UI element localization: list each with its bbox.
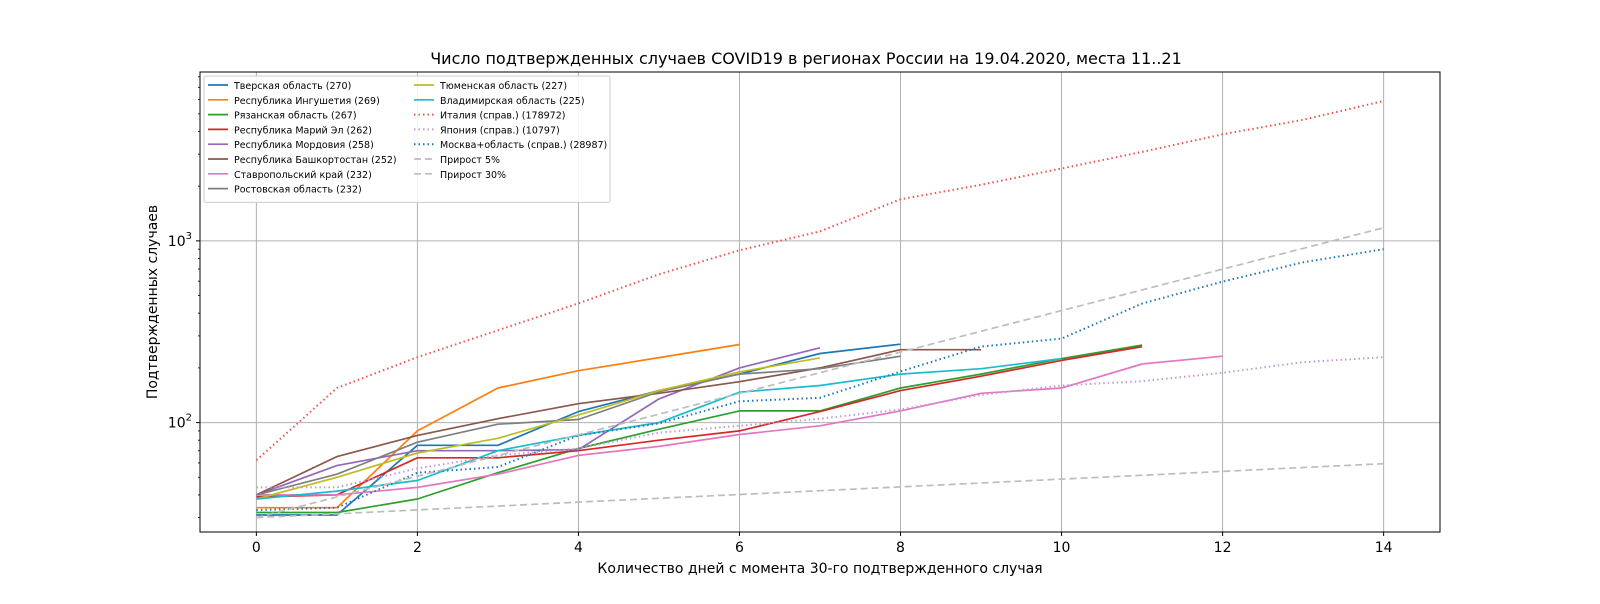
legend-label: Владимирская область (225) (440, 96, 585, 107)
series-line-7 (256, 355, 901, 496)
y-tick-label: 103 (168, 231, 192, 250)
series-line-10 (255, 100, 1384, 462)
y-axis-ticks: 102 103 (168, 76, 200, 519)
y-axis-label: Подтвержденных случаев (145, 205, 161, 399)
legend-label: Ростовская область (232) (234, 185, 362, 196)
legend-label: Москва+область (справ.) (28987) (440, 140, 607, 151)
x-tick-label: 4 (574, 540, 583, 556)
series-lines (255, 100, 1384, 519)
legend: Тверская область (270) Республика Ингушет… (203, 75, 611, 203)
y-tick-label: 102 (168, 413, 192, 432)
legend-label: Япония (справ.) (10797) (440, 125, 560, 136)
series-line-9 (256, 357, 1062, 500)
legend-label: Рязанская область (267) (234, 111, 357, 122)
series-line-6 (256, 355, 1223, 496)
legend-label: Республика Мордовия (258) (234, 140, 374, 151)
x-tick-label: 14 (1375, 540, 1393, 556)
x-tick-label: 10 (1053, 540, 1071, 556)
legend-label: Республика Марий Эл (262) (234, 125, 372, 136)
series-line-12 (256, 248, 1384, 512)
series-line-8 (256, 357, 821, 500)
x-tick-label: 12 (1214, 540, 1232, 556)
chart-title: Число подтвержденных случаев COVID19 в р… (430, 49, 1182, 68)
x-tick-label: 2 (413, 540, 422, 556)
legend-label: Республика Башкортостан (252) (234, 155, 397, 166)
series-line-1 (256, 343, 740, 509)
x-tick-label: 0 (252, 540, 261, 556)
legend-box (203, 75, 611, 203)
legend-label: Ставропольский край (232) (234, 170, 372, 181)
legend-label: Прирост 30% (440, 170, 506, 181)
series-line-14 (256, 226, 1384, 519)
legend-label: Италия (справ.) (178972) (440, 111, 565, 122)
series-line-5 (256, 348, 981, 496)
plot-frame (199, 71, 1441, 533)
x-tick-label: 6 (735, 540, 744, 556)
series-line-3 (256, 345, 1143, 498)
series-line-13 (256, 462, 1384, 519)
x-tick-label: 8 (896, 540, 905, 556)
series-line-11 (256, 356, 1384, 489)
legend-label: Тверская область (270) (233, 81, 351, 92)
x-axis-label: Количество дней с момента 30-го подтверж… (597, 561, 1042, 577)
legend-label: Тюменская область (227) (439, 81, 567, 92)
legend-label: Прирост 5% (440, 155, 500, 166)
series-line-2 (256, 344, 1143, 514)
x-axis-ticks: 0 2 4 6 8 10 12 14 (252, 532, 1393, 556)
legend-label: Республика Ингушетия (269) (234, 96, 380, 107)
